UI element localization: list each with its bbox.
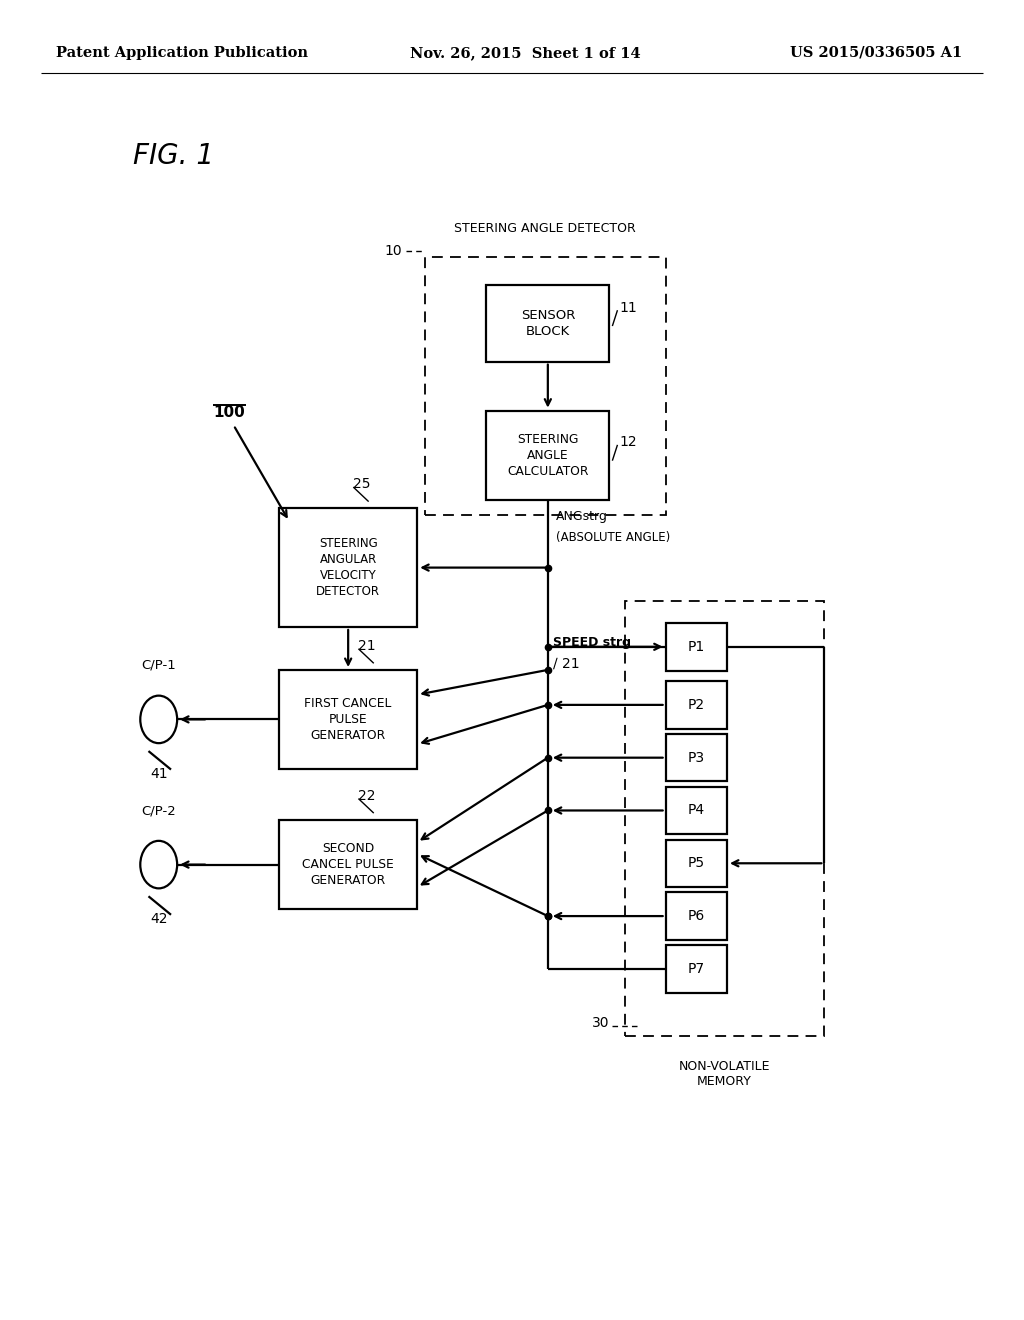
Bar — [666, 945, 727, 993]
Text: 11: 11 — [620, 301, 637, 314]
Text: US 2015/0336505 A1: US 2015/0336505 A1 — [791, 46, 963, 59]
Text: 42: 42 — [150, 912, 168, 927]
Bar — [425, 257, 666, 515]
Text: P5: P5 — [688, 857, 705, 870]
Text: Nov. 26, 2015  Sheet 1 of 14: Nov. 26, 2015 Sheet 1 of 14 — [410, 46, 640, 59]
Bar — [666, 681, 727, 729]
Bar — [486, 285, 609, 362]
Text: NON-VOLATILE
MEMORY: NON-VOLATILE MEMORY — [679, 1060, 770, 1088]
Text: STEERING ANGLE DETECTOR: STEERING ANGLE DETECTOR — [454, 222, 636, 235]
Text: ANGstrg: ANGstrg — [556, 510, 608, 523]
Text: P4: P4 — [688, 804, 705, 817]
Text: 22: 22 — [358, 789, 376, 803]
Bar — [666, 892, 727, 940]
Bar — [666, 623, 727, 671]
Text: 25: 25 — [353, 478, 371, 491]
Text: P3: P3 — [688, 751, 705, 764]
Text: FIRST CANCEL
PULSE
GENERATOR: FIRST CANCEL PULSE GENERATOR — [304, 697, 392, 742]
Text: C/P-2: C/P-2 — [141, 804, 176, 817]
Text: 10: 10 — [385, 244, 402, 257]
Bar — [486, 411, 609, 500]
Bar — [666, 734, 727, 781]
Text: 12: 12 — [620, 436, 637, 449]
Text: 100: 100 — [213, 405, 245, 420]
Text: P2: P2 — [688, 698, 705, 711]
Text: STEERING
ANGLE
CALCULATOR: STEERING ANGLE CALCULATOR — [507, 433, 589, 478]
Text: P6: P6 — [688, 909, 705, 923]
Text: STEERING
ANGULAR
VELOCITY
DETECTOR: STEERING ANGULAR VELOCITY DETECTOR — [316, 537, 380, 598]
Bar — [625, 601, 824, 1036]
Text: C/P-1: C/P-1 — [141, 659, 176, 672]
Text: 30: 30 — [592, 1016, 609, 1030]
Bar — [279, 671, 418, 768]
Text: ∕ 21: ∕ 21 — [553, 657, 580, 671]
Text: SENSOR
BLOCK: SENSOR BLOCK — [520, 309, 575, 338]
Text: 41: 41 — [150, 767, 168, 781]
Text: P7: P7 — [688, 962, 705, 975]
Bar — [279, 508, 418, 627]
Text: FIG. 1: FIG. 1 — [133, 141, 214, 170]
Circle shape — [140, 696, 177, 743]
Bar — [279, 820, 418, 909]
Text: Patent Application Publication: Patent Application Publication — [56, 46, 308, 59]
Text: SECOND
CANCEL PULSE
GENERATOR: SECOND CANCEL PULSE GENERATOR — [302, 842, 394, 887]
Text: SPEED strg: SPEED strg — [553, 636, 631, 649]
Bar — [666, 840, 727, 887]
Text: (ABSOLUTE ANGLE): (ABSOLUTE ANGLE) — [556, 531, 671, 544]
Circle shape — [140, 841, 177, 888]
Text: P1: P1 — [688, 640, 705, 653]
Text: 21: 21 — [358, 639, 376, 653]
Bar — [666, 787, 727, 834]
